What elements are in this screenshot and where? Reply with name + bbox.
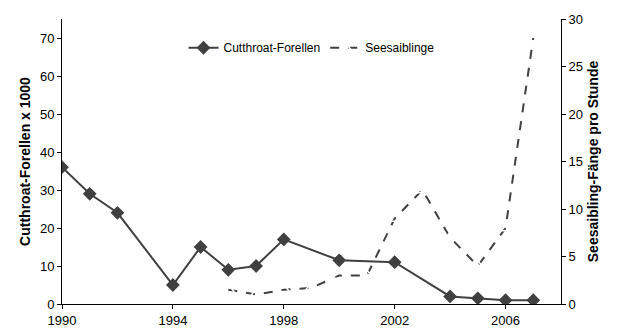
svg-text:25: 25 [569, 59, 583, 74]
svg-text:1994: 1994 [158, 313, 187, 328]
svg-text:Seesaibling-Fänge pro Stunde: Seesaibling-Fänge pro Stunde [585, 61, 601, 263]
svg-text:40: 40 [40, 145, 54, 160]
svg-text:2006: 2006 [491, 313, 520, 328]
svg-text:0: 0 [569, 297, 576, 312]
svg-text:10: 10 [569, 202, 583, 217]
svg-text:1998: 1998 [269, 313, 298, 328]
svg-text:60: 60 [40, 69, 54, 84]
svg-text:2002: 2002 [380, 313, 409, 328]
svg-text:20: 20 [40, 221, 54, 236]
svg-text:70: 70 [40, 31, 54, 46]
svg-text:15: 15 [569, 154, 583, 169]
svg-text:50: 50 [40, 107, 54, 122]
svg-text:5: 5 [569, 249, 576, 264]
svg-text:Seesaiblinge: Seesaiblinge [365, 41, 434, 55]
svg-text:30: 30 [569, 12, 583, 27]
svg-text:20: 20 [569, 107, 583, 122]
svg-text:Cutthroat-Forellen x 1000: Cutthroat-Forellen x 1000 [17, 77, 33, 246]
svg-text:10: 10 [40, 259, 54, 274]
svg-text:30: 30 [40, 183, 54, 198]
svg-text:0: 0 [47, 297, 54, 312]
svg-text:Cutthroat-Forellen: Cutthroat-Forellen [224, 41, 321, 55]
svg-text:1990: 1990 [48, 313, 77, 328]
